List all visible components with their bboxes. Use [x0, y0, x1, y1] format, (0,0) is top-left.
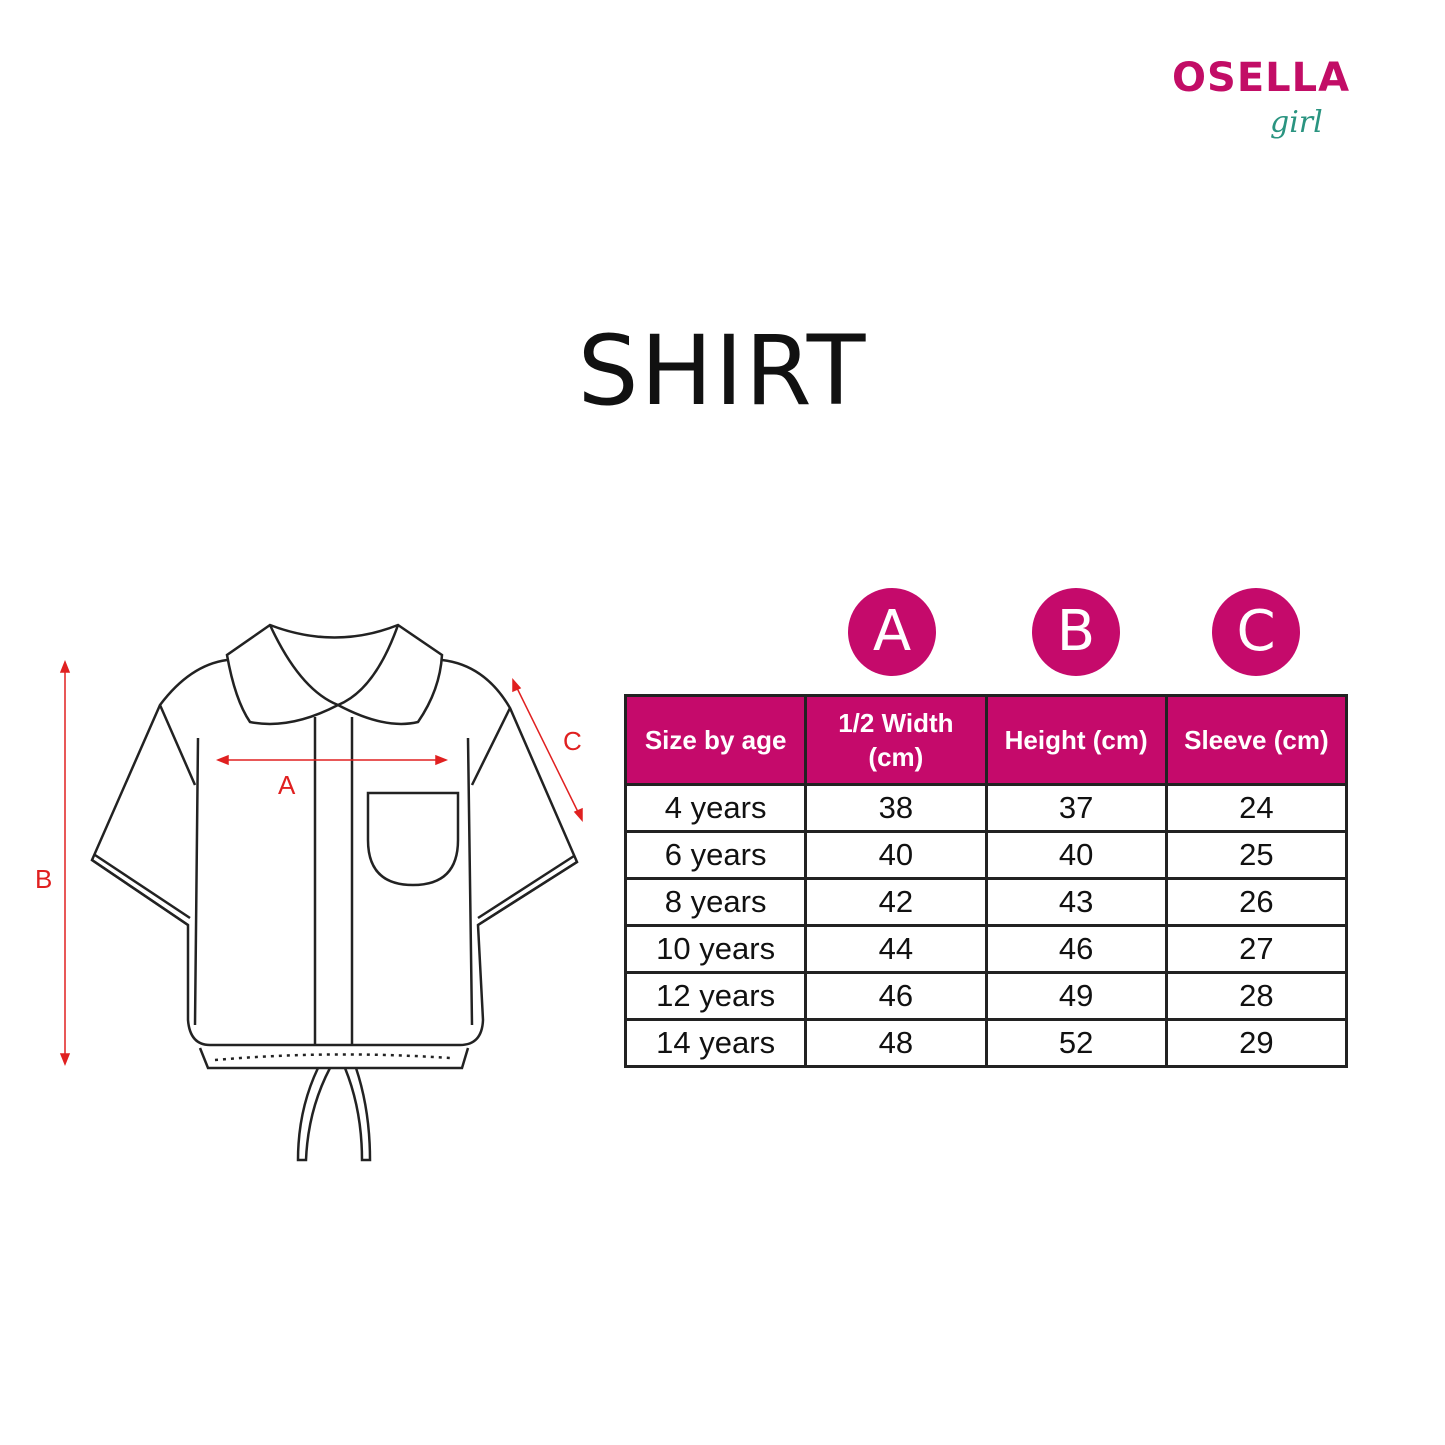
badge-c: C — [1212, 588, 1300, 676]
cell-height: 52 — [984, 1018, 1168, 1068]
cell-size: 14 years — [623, 1018, 808, 1068]
table-row: 10 years 44 46 27 — [623, 924, 1349, 974]
cell-sleeve: 27 — [1164, 924, 1349, 974]
cell-height: 49 — [984, 971, 1168, 1021]
brand-name: OSELLA — [1172, 55, 1351, 101]
cell-sleeve: 26 — [1164, 877, 1349, 927]
measure-label-c: C — [563, 726, 582, 756]
cell-width: 42 — [804, 877, 988, 927]
cell-width: 48 — [804, 1018, 988, 1068]
measure-label-a: A — [278, 770, 296, 800]
cell-width: 40 — [804, 830, 988, 880]
table-row: 8 years 42 43 26 — [623, 877, 1349, 927]
header-width: 1/2 Width (cm) — [804, 694, 988, 786]
badge-b: B — [1032, 588, 1120, 676]
cell-height: 46 — [984, 924, 1168, 974]
arrow-c — [514, 683, 581, 817]
badge-a: A — [848, 588, 936, 676]
cell-sleeve: 29 — [1164, 1018, 1349, 1068]
table-body: 4 years 38 37 24 6 years 40 40 25 8 years 42 43 26 1… — [623, 783, 1349, 1068]
cell-height: 43 — [984, 877, 1168, 927]
cell-size: 6 years — [623, 830, 808, 880]
table-row: 14 years 48 52 29 — [623, 1018, 1349, 1068]
cell-size: 4 years — [623, 783, 808, 833]
size-table: Size by age 1/2 Width (cm) Height (cm) S… — [623, 694, 1349, 1068]
table-row: 6 years 40 40 25 — [623, 830, 1349, 880]
cell-height: 37 — [984, 783, 1168, 833]
header-size: Size by age — [623, 694, 808, 786]
cell-height: 40 — [984, 830, 1168, 880]
cell-width: 46 — [804, 971, 988, 1021]
cell-width: 44 — [804, 924, 988, 974]
brand-logo: OSELLA girl — [1170, 55, 1385, 150]
measure-arrows — [59, 659, 583, 1067]
cell-sleeve: 25 — [1164, 830, 1349, 880]
brand-sub: girl — [1270, 105, 1323, 140]
cell-size: 12 years — [623, 971, 808, 1021]
table-row: 4 years 38 37 24 — [623, 783, 1349, 833]
header-sleeve: Sleeve (cm) — [1164, 694, 1349, 786]
cell-sleeve: 24 — [1164, 783, 1349, 833]
cell-width: 38 — [804, 783, 988, 833]
shirt-outline-icon — [90, 623, 579, 1162]
measure-label-b: B — [35, 864, 53, 894]
cell-sleeve: 28 — [1164, 971, 1349, 1021]
cell-size: 8 years — [623, 877, 808, 927]
table-row: 12 years 46 49 28 — [623, 971, 1349, 1021]
cell-size: 10 years — [623, 924, 808, 974]
table-header-row: Size by age 1/2 Width (cm) Height (cm) S… — [623, 694, 1349, 786]
page-title: SHIRT — [577, 315, 868, 427]
header-height: Height (cm) — [984, 694, 1168, 786]
